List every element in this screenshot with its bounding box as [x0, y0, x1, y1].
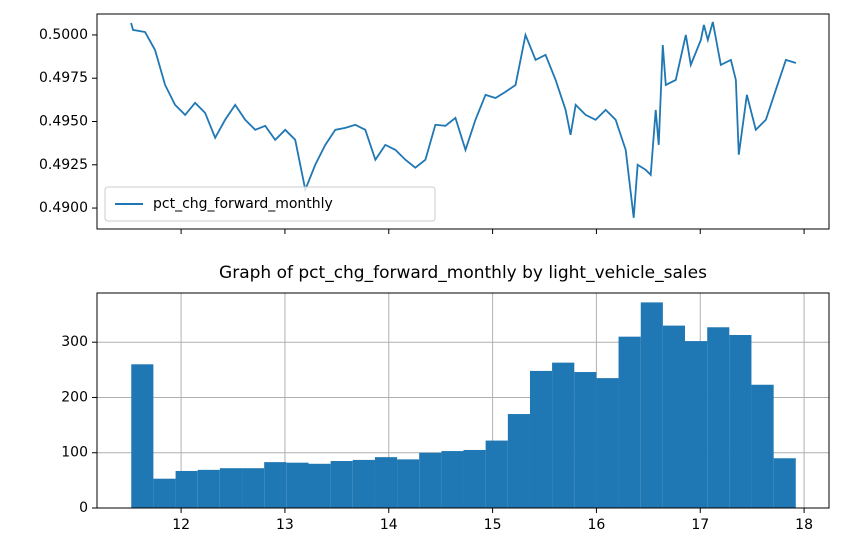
bar: [242, 468, 265, 508]
y-tick-label: 300: [61, 334, 88, 350]
bar: [751, 384, 774, 508]
y-tick-label: 0.4925: [39, 157, 88, 173]
bar: [153, 478, 176, 508]
bar: [463, 449, 486, 508]
axes-frame: [96, 292, 830, 509]
bar: [574, 372, 597, 508]
bar: [773, 458, 796, 508]
x-tick-label: 15: [484, 517, 502, 533]
bar: [618, 336, 641, 508]
bar: [729, 335, 752, 508]
y-tick-label: 200: [61, 389, 88, 405]
bar: [286, 462, 309, 508]
y-tick-label: 0.4950: [39, 114, 88, 130]
bar: [485, 440, 508, 508]
legend-box: [104, 186, 436, 222]
bar: [552, 362, 575, 508]
bar: [662, 325, 685, 508]
bar: [219, 468, 243, 508]
bar: [197, 469, 220, 508]
bar: [352, 459, 375, 508]
bar: [596, 378, 619, 508]
x-tick-label: 18: [795, 517, 813, 533]
bar: [441, 451, 464, 508]
x-tick-label: 12: [172, 517, 190, 533]
line: [130, 21, 797, 218]
axes-frame: [96, 13, 830, 230]
bar: [374, 457, 398, 508]
bar: [707, 327, 730, 508]
bar: [264, 462, 287, 508]
bar: [419, 452, 442, 508]
bar: [507, 414, 530, 508]
x-tick-label: 16: [588, 517, 606, 533]
y-tick-label: 0.4975: [39, 70, 88, 86]
bar: [397, 459, 420, 508]
x-tick-label: 14: [380, 517, 398, 533]
bar: [529, 370, 553, 508]
y-tick-label: 0.5000: [39, 27, 88, 43]
x-tick-label: 17: [691, 517, 709, 533]
bar: [131, 364, 154, 508]
y-tick-label: 0: [79, 500, 88, 516]
bar: [640, 302, 663, 508]
legend-label: pct_chg_forward_monthly: [153, 196, 333, 212]
x-tick-label: 13: [276, 517, 294, 533]
bar: [308, 463, 331, 508]
y-tick-label: 100: [61, 445, 88, 461]
bar: [330, 461, 353, 508]
bar: [684, 341, 708, 508]
chart-title: Graph of pct_chg_forward_monthly by ligh…: [219, 263, 707, 283]
y-tick-label: 0.4900: [39, 200, 88, 216]
bar: [175, 470, 198, 508]
